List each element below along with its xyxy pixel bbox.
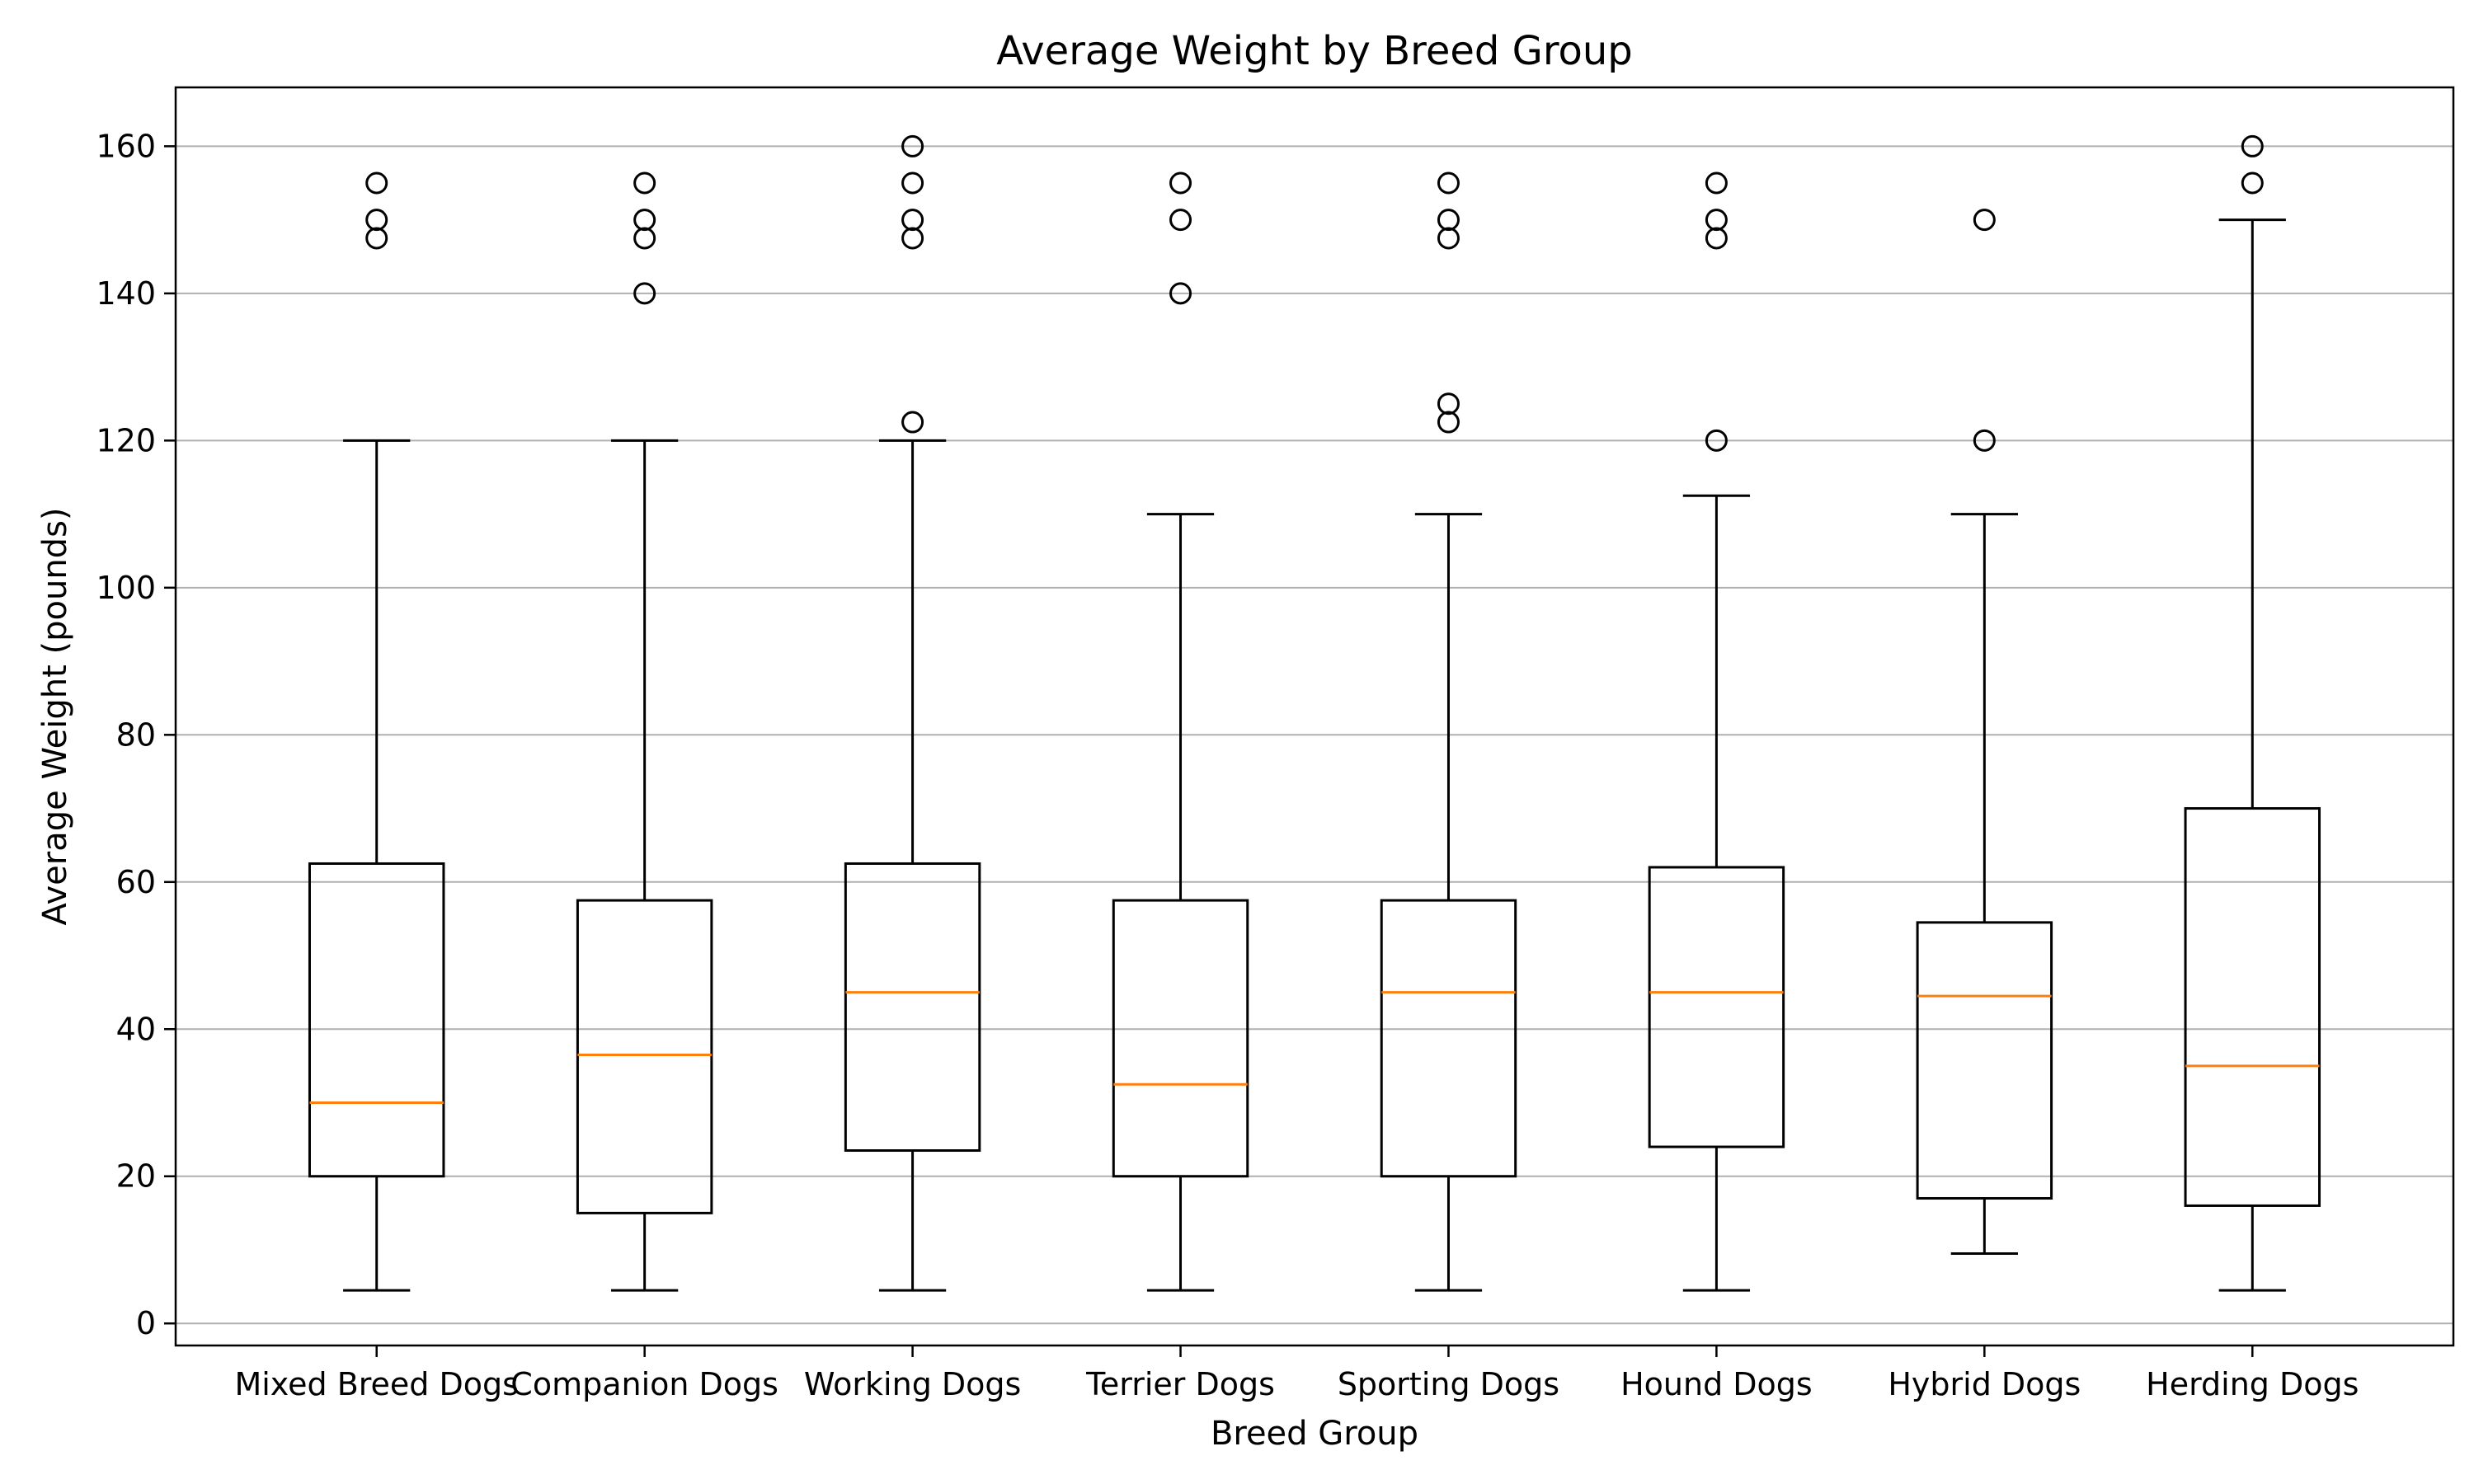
y-tick-label: 20 xyxy=(116,1158,156,1195)
y-gridlines xyxy=(176,145,2453,1325)
outlier-point xyxy=(901,171,924,195)
plot-frame xyxy=(174,86,2455,1347)
iqr-box xyxy=(1112,899,1249,1178)
outlier-point xyxy=(2241,171,2264,195)
x-tick-label: Sporting Dogs xyxy=(1338,1366,1559,1402)
y-tick-label: 60 xyxy=(116,864,156,900)
outlier-point xyxy=(901,134,924,157)
y-tick-label: 160 xyxy=(96,128,156,164)
box-group xyxy=(1380,171,1517,1292)
outlier-point xyxy=(901,227,924,250)
iqr-box xyxy=(576,899,713,1214)
iqr-box xyxy=(1916,921,2053,1200)
outlier-point xyxy=(1437,411,1460,434)
box-group xyxy=(1648,171,1785,1292)
outlier-point xyxy=(1705,171,1728,195)
outlier-point xyxy=(365,227,388,250)
y-tick-label: 140 xyxy=(96,275,156,312)
outlier-point xyxy=(1437,209,1460,232)
y-tick-label: 100 xyxy=(96,570,156,606)
iqr-box xyxy=(844,862,981,1153)
outlier-point xyxy=(1437,392,1460,416)
x-tick-label: Herding Dogs xyxy=(2146,1366,2359,1402)
box-group xyxy=(576,171,713,1292)
box-group xyxy=(844,134,981,1292)
outlier-point xyxy=(633,209,656,232)
y-tick-label: 40 xyxy=(116,1011,156,1047)
outlier-point xyxy=(633,227,656,250)
iqr-box xyxy=(308,862,445,1178)
x-tick-label: Mixed Breed Dogs xyxy=(234,1366,519,1402)
outlier-point xyxy=(365,171,388,195)
outlier-point xyxy=(901,209,924,232)
x-axis-label: Breed Group xyxy=(1211,1415,1418,1453)
y-axis-label: Average Weight (pounds) xyxy=(36,507,74,925)
box-group xyxy=(1112,171,1249,1292)
outlier-point xyxy=(1973,429,1996,452)
y-tick-label: 0 xyxy=(136,1305,156,1341)
outlier-point xyxy=(1169,209,1192,232)
box-group xyxy=(1916,209,2053,1255)
iqr-box xyxy=(2184,807,2321,1207)
outlier-point xyxy=(1705,227,1728,250)
boxes xyxy=(308,134,2321,1292)
iqr-box xyxy=(1380,899,1517,1178)
outlier-point xyxy=(1169,282,1192,305)
x-tick-label: Working Dogs xyxy=(804,1366,1022,1402)
x-tick-label: Hound Dogs xyxy=(1620,1366,1813,1402)
y-tick-label: 120 xyxy=(96,422,156,458)
outlier-point xyxy=(1437,227,1460,250)
box-group xyxy=(308,171,445,1292)
outlier-point xyxy=(633,171,656,195)
outlier-point xyxy=(1705,429,1728,452)
chart-title: Average Weight by Breed Group xyxy=(996,28,1633,74)
outlier-point xyxy=(901,411,924,434)
outlier-point xyxy=(1973,209,1996,232)
outlier-point xyxy=(633,282,656,305)
iqr-box xyxy=(1648,866,1785,1148)
outlier-point xyxy=(1705,209,1728,232)
outlier-point xyxy=(1437,171,1460,195)
x-tick-label: Hybrid Dogs xyxy=(1888,1366,2081,1402)
y-tick-label: 80 xyxy=(116,716,156,753)
x-tick-label: Terrier Dogs xyxy=(1085,1366,1275,1402)
outlier-point xyxy=(365,209,388,232)
outlier-point xyxy=(1169,171,1192,195)
x-tick-label: Companion Dogs xyxy=(510,1366,778,1402)
box-group xyxy=(2184,134,2321,1292)
y-axis-ticks: 0 20 40 60 80 100 120 140 160 xyxy=(96,128,176,1341)
outlier-point xyxy=(2241,134,2264,157)
